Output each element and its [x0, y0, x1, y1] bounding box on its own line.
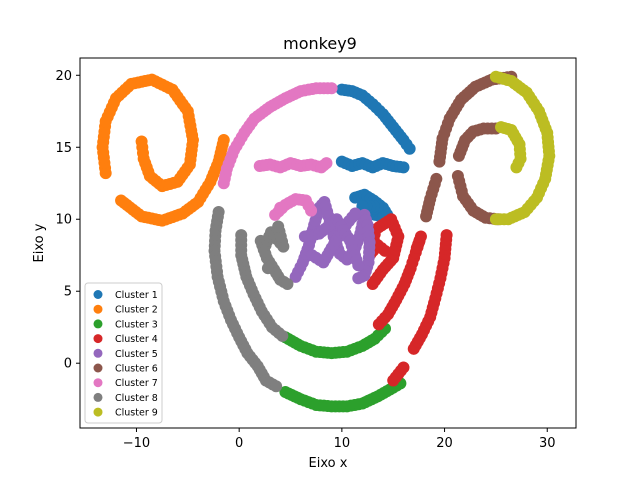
- y-tick-label: 15: [55, 141, 72, 156]
- y-axis: 0 5 10 15 20: [55, 69, 80, 372]
- data-point: [387, 374, 400, 387]
- legend-frame: [84, 282, 163, 424]
- legend-label: Cluster 4: [115, 334, 158, 345]
- data-point: [420, 210, 433, 223]
- y-tick-label: 0: [64, 357, 72, 372]
- legend-marker: [93, 290, 103, 299]
- y-tick-label: 10: [55, 213, 72, 228]
- legend-label: Cluster 8: [115, 393, 158, 404]
- x-axis-label: Eixo x: [309, 456, 348, 471]
- data-point: [510, 161, 523, 174]
- data-point: [403, 142, 416, 155]
- data-point: [349, 207, 362, 220]
- legend-label: Cluster 2: [115, 305, 158, 316]
- data-point: [320, 157, 333, 170]
- legend-marker: [93, 319, 103, 329]
- data-point: [281, 278, 294, 291]
- series-8: [208, 206, 294, 393]
- data-point: [274, 201, 287, 214]
- chart-title: monkey9: [283, 34, 357, 53]
- legend-marker: [93, 304, 103, 314]
- data-point: [276, 329, 289, 342]
- legend-label: Cluster 9: [115, 408, 158, 419]
- legend-label: Cluster 5: [115, 349, 158, 360]
- legend-marker: [93, 378, 103, 388]
- legend-marker: [93, 407, 103, 417]
- x-tick-label: 30: [539, 436, 556, 451]
- data-point: [489, 213, 502, 226]
- y-axis-label: Eixo y: [32, 223, 47, 262]
- x-tick-label: 0: [235, 436, 243, 451]
- x-tick-label: 10: [334, 436, 351, 451]
- legend-label: Cluster 6: [115, 364, 158, 375]
- data-point: [270, 380, 283, 393]
- data-point: [440, 229, 453, 242]
- plot-background: [80, 58, 576, 428]
- y-tick-label: 5: [64, 285, 72, 300]
- legend-marker: [93, 363, 103, 373]
- legend-marker: [93, 392, 103, 402]
- legend-marker: [93, 348, 103, 358]
- data-point: [261, 262, 274, 275]
- data-point: [378, 244, 391, 257]
- plot-area: [79, 57, 577, 429]
- data-point: [135, 135, 148, 148]
- series-7: [217, 82, 338, 221]
- data-point: [352, 272, 365, 285]
- y-tick-label: 20: [55, 69, 72, 84]
- series-5: [289, 195, 376, 285]
- series-2: [96, 73, 230, 227]
- plot-frame: [79, 57, 577, 429]
- legend-marker: [93, 334, 103, 344]
- data-point: [272, 220, 285, 233]
- legend-label: Cluster 7: [115, 378, 158, 389]
- x-axis: −10 0 10 20 30: [123, 428, 556, 451]
- data-point: [305, 204, 318, 217]
- data-point: [410, 242, 423, 255]
- data-point: [325, 82, 338, 95]
- legend: Cluster 1 Cluster 2 Cluster 3 Cluster 4 Clus…: [84, 282, 163, 424]
- points-layer: [96, 70, 556, 413]
- legend-label: Cluster 3: [115, 319, 158, 330]
- series-9: [489, 70, 556, 226]
- series-3: [279, 322, 407, 413]
- data-point: [352, 259, 365, 272]
- legend-label: Cluster 1: [115, 290, 158, 301]
- data-point: [397, 161, 410, 174]
- data-point: [115, 194, 128, 207]
- x-tick-label: −10: [123, 436, 150, 451]
- x-tick-label: 20: [436, 436, 453, 451]
